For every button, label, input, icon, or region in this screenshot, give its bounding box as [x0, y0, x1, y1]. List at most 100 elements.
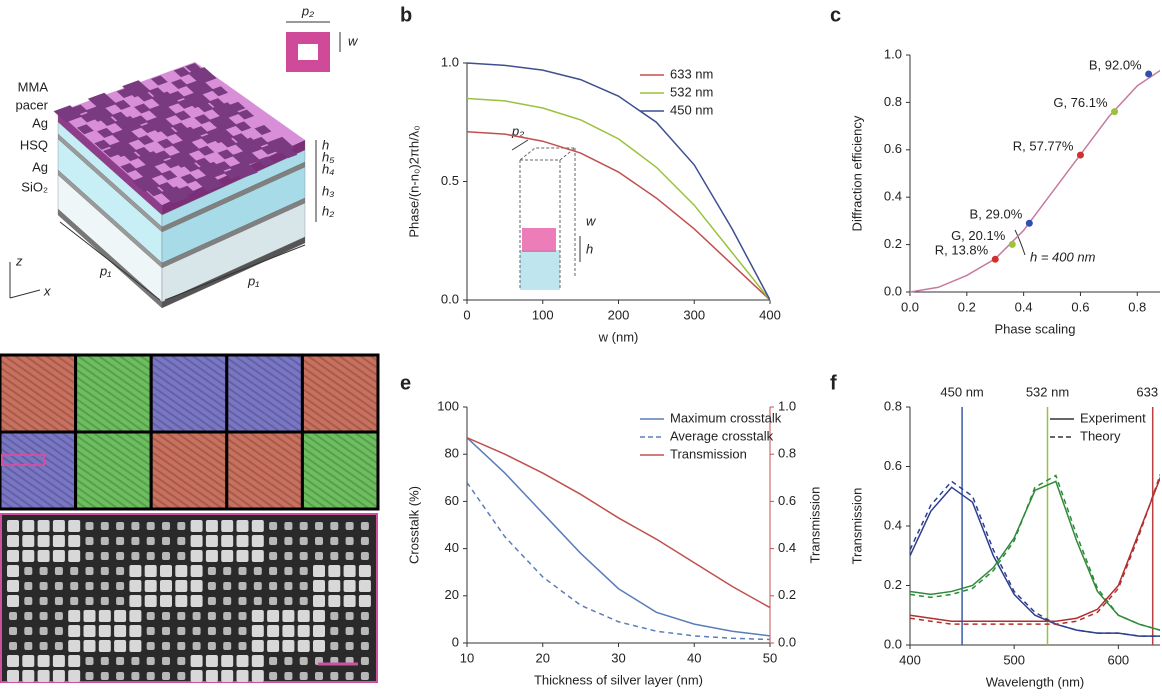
sem-pillar: [54, 582, 63, 590]
sem-pillar: [251, 610, 264, 622]
sem-pillar: [68, 520, 81, 532]
x-axis-title: Thickness of silver layer (nm): [534, 672, 703, 687]
data-point: [991, 255, 999, 263]
sem-pillar: [70, 582, 79, 590]
layer-label: HSQ: [20, 137, 48, 152]
sem-pillar: [85, 657, 94, 665]
hole: [214, 161, 232, 172]
sem-pillar: [162, 657, 170, 665]
sem-pillar: [251, 550, 264, 562]
hole: [223, 169, 241, 180]
tile-texture: [151, 355, 227, 432]
x-tick-label: 0: [463, 307, 470, 322]
sem-pillar: [114, 625, 127, 637]
sem-pillar: [207, 612, 216, 620]
sem-pillar: [284, 567, 293, 575]
x-tick-label: 0.6: [1071, 299, 1089, 314]
sem-pillar: [251, 535, 264, 547]
hole: [234, 121, 252, 132]
legend-label: Experiment: [1080, 410, 1146, 425]
sem-pillar: [238, 597, 247, 605]
sem-pillar: [177, 672, 186, 680]
sem-pillar: [221, 670, 234, 682]
sem-pillar: [251, 655, 264, 667]
sem-pillar: [131, 657, 140, 665]
tile-texture: [0, 432, 76, 509]
sem-pillar: [146, 642, 155, 650]
hole: [191, 126, 209, 137]
sem-pillar: [190, 535, 203, 547]
sem-pillar: [129, 610, 142, 622]
sem-pillar: [221, 535, 234, 547]
x-tick-label: 50: [763, 650, 777, 665]
hole: [160, 170, 178, 181]
sem-pillar: [129, 580, 142, 592]
sem-pillar: [297, 640, 310, 652]
hole: [260, 144, 278, 155]
sem-pillar: [192, 642, 201, 650]
sem-pillar: [299, 597, 308, 605]
sem-pillar: [207, 597, 216, 605]
hole: [71, 104, 88, 115]
sem-pillar: [236, 535, 249, 547]
hole: [113, 99, 131, 110]
sem-pillar: [177, 642, 186, 650]
sem-pillar: [223, 612, 232, 620]
y-tick-label: 0.6: [884, 458, 902, 473]
y-tick-label: 0.4: [884, 189, 902, 204]
sem-pillar: [39, 612, 48, 620]
y-tick-label: 20: [445, 587, 459, 602]
unit-cell-hole: [298, 44, 318, 60]
sem-pillar: [313, 640, 325, 652]
sem-pillar: [24, 582, 33, 590]
data-label: R, 13.8%: [935, 243, 989, 258]
sem-pillar: [190, 670, 203, 682]
tile-texture: [302, 355, 378, 432]
hole: [94, 139, 112, 150]
sem-pillar: [267, 640, 280, 652]
sem-pillar: [100, 657, 109, 665]
sem-pillar: [131, 672, 140, 680]
sem-pillar: [360, 522, 369, 530]
sem-pillar: [146, 627, 155, 635]
hole: [148, 103, 178, 121]
y-tick-label: 0.0: [884, 636, 902, 651]
series-line: [910, 480, 1160, 631]
tile-texture: [0, 355, 76, 432]
hole: [111, 127, 141, 146]
sem-pillar: [360, 627, 369, 635]
hole: [257, 156, 275, 167]
sem-pillar: [190, 595, 203, 607]
sem-pillar: [54, 642, 63, 650]
sem-pillar: [100, 582, 109, 590]
hole: [116, 87, 134, 98]
sem-pillar: [54, 567, 63, 575]
sem-pillar: [343, 565, 356, 577]
y-axis-title: Diffraction efficiency: [849, 115, 864, 231]
sem-pillar: [313, 610, 325, 622]
sem-pillar: [177, 657, 186, 665]
sem-pillar: [238, 627, 247, 635]
sem-pillar: [221, 655, 234, 667]
data-label: B, 29.0%: [970, 207, 1023, 222]
sem-pillar: [345, 672, 354, 680]
dimension-label: p₂: [301, 3, 314, 18]
annotation: h = 400 nm: [1030, 249, 1096, 264]
hole: [228, 161, 258, 179]
hole: [76, 124, 94, 135]
sem-pillar: [37, 670, 50, 682]
sem-pillar: [207, 567, 216, 575]
sem-pillar: [9, 612, 17, 620]
panel-label: c: [830, 4, 841, 26]
tile-texture: [226, 432, 303, 509]
pillar: [522, 228, 556, 252]
sem-pillar: [238, 612, 247, 620]
sem-pillar: [116, 567, 125, 575]
layer-label: SiO₂: [21, 179, 48, 194]
sem-pillar: [299, 567, 308, 575]
sem-pillar: [68, 625, 81, 637]
sem-pillar: [358, 565, 371, 577]
sem-pillar: [83, 610, 96, 622]
sem-pillar: [24, 597, 33, 605]
sem-pillar: [24, 612, 33, 620]
